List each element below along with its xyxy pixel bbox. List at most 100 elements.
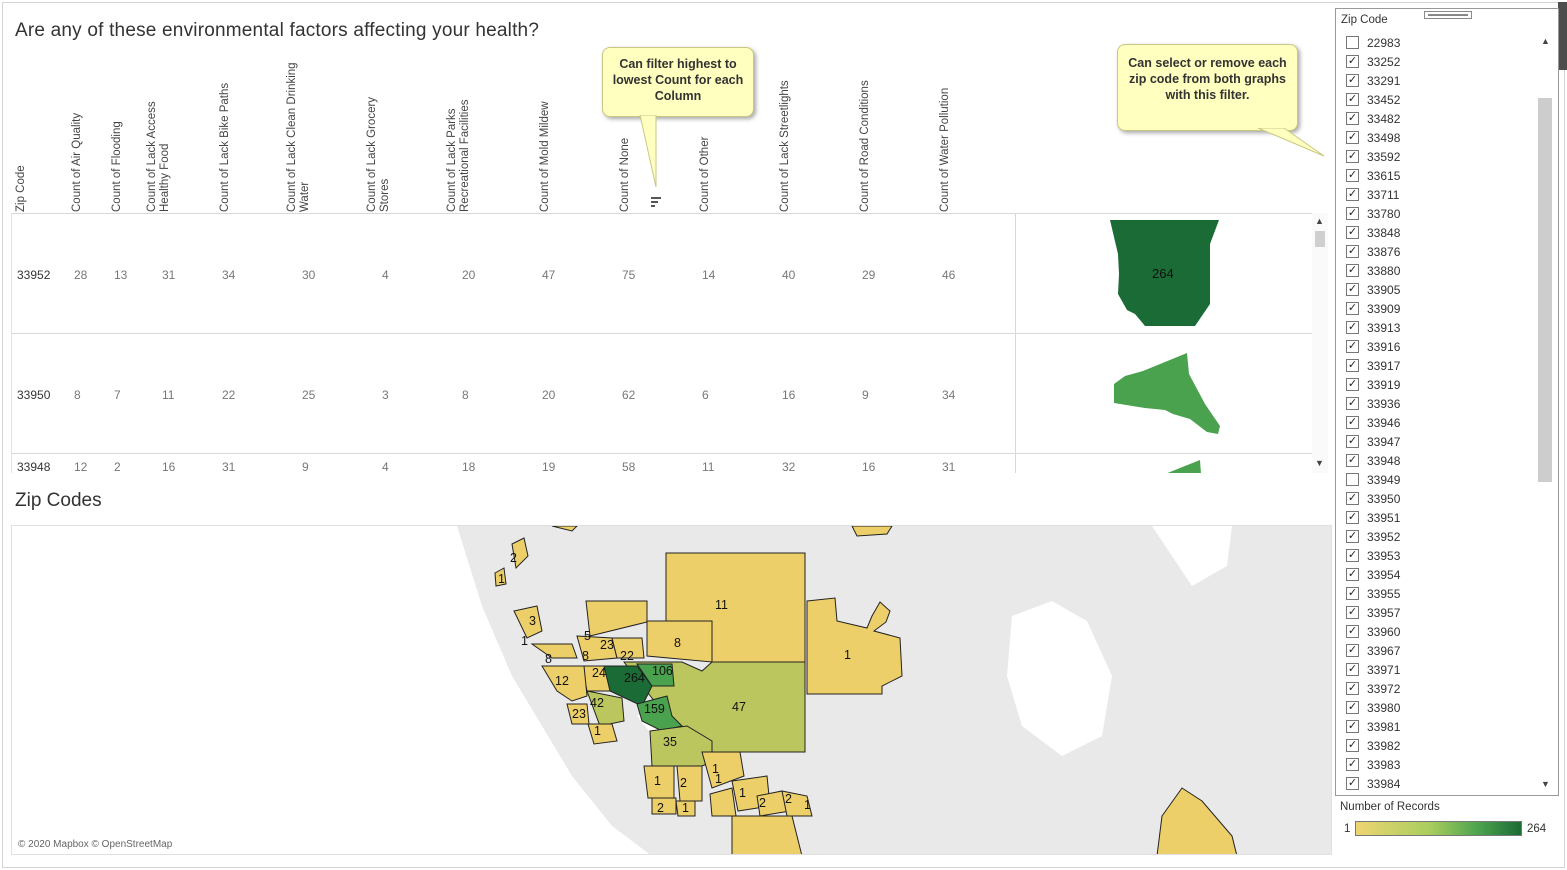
checked-checkbox-icon[interactable]: ✓	[1346, 112, 1359, 125]
checked-checkbox-icon[interactable]: ✓	[1346, 454, 1359, 467]
checked-checkbox-icon[interactable]: ✓	[1346, 758, 1359, 771]
checked-checkbox-icon[interactable]: ✓	[1346, 663, 1359, 676]
checked-checkbox-icon[interactable]: ✓	[1346, 568, 1359, 581]
filter-item[interactable]: ✓ 33592	[1346, 147, 1400, 166]
filter-item[interactable]: 22983	[1346, 33, 1400, 52]
zip-code-filter[interactable]: Zip Code 22983 ✓ 33252 ✓ 33291 ✓ 33452 ✓ 33482 ✓ 3…	[1335, 8, 1559, 796]
column-header[interactable]: Zip Code	[14, 60, 48, 212]
checked-checkbox-icon[interactable]: ✓	[1346, 416, 1359, 429]
filter-item[interactable]: ✓ 33919	[1346, 375, 1400, 394]
column-header[interactable]: Count of Lack Parks Recreational Facilit…	[446, 60, 492, 213]
filter-item[interactable]: ✓ 33960	[1346, 622, 1400, 641]
filter-item[interactable]: ✓ 33909	[1346, 299, 1400, 318]
checked-checkbox-icon[interactable]: ✓	[1346, 492, 1359, 505]
filter-item[interactable]: ✓ 33967	[1346, 641, 1400, 660]
zip-shape-33950[interactable]	[1015, 334, 1312, 454]
column-header[interactable]: Count of Lack Streetlights	[778, 60, 812, 212]
scroll-down-icon[interactable]: ▼	[1541, 779, 1550, 789]
checked-checkbox-icon[interactable]: ✓	[1346, 777, 1359, 790]
checked-checkbox-icon[interactable]: ✓	[1346, 55, 1359, 68]
table-scrollbar[interactable]: ▲ ▼	[1312, 213, 1328, 473]
checked-checkbox-icon[interactable]: ✓	[1346, 302, 1359, 315]
checked-checkbox-icon[interactable]: ✓	[1346, 169, 1359, 182]
filter-item[interactable]: ✓ 33980	[1346, 698, 1400, 717]
checked-checkbox-icon[interactable]: ✓	[1346, 245, 1359, 258]
scroll-up-icon[interactable]: ▲	[1315, 216, 1324, 226]
checked-checkbox-icon[interactable]: ✓	[1346, 701, 1359, 714]
filter-item[interactable]: ✓ 33971	[1346, 660, 1400, 679]
table-row[interactable]: 159	[12, 334, 1312, 454]
column-header[interactable]: Count of Air Quality	[70, 60, 104, 212]
filter-item[interactable]: ✓ 33954	[1346, 565, 1400, 584]
checked-checkbox-icon[interactable]: ✓	[1346, 644, 1359, 657]
filter-item[interactable]: ✓ 33946	[1346, 413, 1400, 432]
filter-item[interactable]: ✓ 33615	[1346, 166, 1400, 185]
zip-shape-33948[interactable]	[1015, 454, 1312, 473]
checked-checkbox-icon[interactable]: ✓	[1346, 435, 1359, 448]
checked-checkbox-icon[interactable]: ✓	[1346, 625, 1359, 638]
scroll-up-icon[interactable]: ▲	[1541, 36, 1550, 46]
column-header[interactable]: Count of Water Pollution	[938, 60, 972, 212]
filter-item[interactable]: ✓ 33950	[1346, 489, 1400, 508]
filter-item[interactable]: ✓ 33880	[1346, 261, 1400, 280]
column-header[interactable]: Count of Mold Mildew	[538, 60, 572, 212]
filter-item[interactable]: ✓ 33876	[1346, 242, 1400, 261]
filter-item[interactable]: ✓ 33780	[1346, 204, 1400, 223]
filter-item[interactable]: ✓ 33972	[1346, 679, 1400, 698]
filter-item[interactable]: ✓ 33953	[1346, 546, 1400, 565]
checked-checkbox-icon[interactable]: ✓	[1346, 150, 1359, 163]
filter-item[interactable]: ✓ 33957	[1346, 603, 1400, 622]
column-header[interactable]: Count of Lack Access Healthy Food	[146, 60, 192, 212]
filter-item[interactable]: ✓ 33452	[1346, 90, 1400, 109]
filter-item[interactable]: ✓ 33948	[1346, 451, 1400, 470]
filter-item[interactable]: ✓ 33936	[1346, 394, 1400, 413]
checked-checkbox-icon[interactable]: ✓	[1346, 226, 1359, 239]
scroll-down-icon[interactable]: ▼	[1315, 458, 1324, 468]
filter-scrollbar[interactable]: ▲ ▼	[1536, 34, 1554, 794]
checked-checkbox-icon[interactable]: ✓	[1346, 606, 1359, 619]
unchecked-checkbox-icon[interactable]	[1346, 473, 1359, 486]
filter-item[interactable]: ✓ 33498	[1346, 128, 1400, 147]
column-header[interactable]: Count of Lack Clean Drinking Water	[286, 60, 332, 212]
filter-item[interactable]: ✓ 33711	[1346, 185, 1399, 204]
table-row[interactable]: 264	[12, 214, 1312, 334]
checked-checkbox-icon[interactable]: ✓	[1346, 283, 1359, 296]
filter-item[interactable]: ✓ 33982	[1346, 736, 1400, 755]
scroll-thumb[interactable]	[1538, 98, 1552, 482]
filter-item[interactable]: ✓ 33951	[1346, 508, 1400, 527]
filter-item[interactable]: ✓ 33913	[1346, 318, 1400, 337]
sort-descending-icon[interactable]	[651, 197, 661, 209]
filter-item[interactable]: ✓ 33917	[1346, 356, 1400, 375]
filter-item[interactable]: ✓ 33291	[1346, 71, 1400, 90]
checked-checkbox-icon[interactable]: ✓	[1346, 530, 1359, 543]
checked-checkbox-icon[interactable]: ✓	[1346, 378, 1359, 391]
column-header[interactable]: Count of Lack Bike Paths	[218, 60, 252, 212]
checked-checkbox-icon[interactable]: ✓	[1346, 397, 1359, 410]
checked-checkbox-icon[interactable]: ✓	[1346, 131, 1359, 144]
checked-checkbox-icon[interactable]: ✓	[1346, 359, 1359, 372]
column-header[interactable]: Count of Lack Grocery Stores	[366, 60, 412, 212]
checked-checkbox-icon[interactable]: ✓	[1346, 682, 1359, 695]
filter-item[interactable]: ✓ 33482	[1346, 109, 1400, 128]
filter-item[interactable]: ✓ 33916	[1346, 337, 1400, 356]
checked-checkbox-icon[interactable]: ✓	[1346, 207, 1359, 220]
checked-checkbox-icon[interactable]: ✓	[1346, 587, 1359, 600]
filter-item[interactable]: ✓ 33955	[1346, 584, 1400, 603]
scroll-thumb[interactable]	[1315, 231, 1325, 247]
filter-item[interactable]: ✓ 33905	[1346, 280, 1400, 299]
checked-checkbox-icon[interactable]: ✓	[1346, 74, 1359, 87]
zip-code-map[interactable]: 2 1 3 1 8 5 8 23 22 8 11 1 106 264 24 12 42 23 1 159 47 35 1 1 2…	[11, 525, 1332, 855]
filter-item[interactable]: ✓ 33981	[1346, 717, 1400, 736]
unchecked-checkbox-icon[interactable]	[1346, 36, 1359, 49]
filter-item[interactable]: ✓ 33984	[1346, 774, 1400, 793]
checked-checkbox-icon[interactable]: ✓	[1346, 739, 1359, 752]
table-row[interactable]	[12, 454, 1312, 473]
window-edge-control[interactable]	[1558, 2, 1567, 70]
column-header[interactable]: Count of Road Conditions	[858, 60, 892, 212]
checked-checkbox-icon[interactable]: ✓	[1346, 549, 1359, 562]
filter-item[interactable]: ✓ 33252	[1346, 52, 1400, 71]
filter-item[interactable]: ✓ 33848	[1346, 223, 1400, 242]
checked-checkbox-icon[interactable]: ✓	[1346, 321, 1359, 334]
checked-checkbox-icon[interactable]: ✓	[1346, 720, 1359, 733]
drag-handle-icon[interactable]	[1424, 11, 1472, 19]
